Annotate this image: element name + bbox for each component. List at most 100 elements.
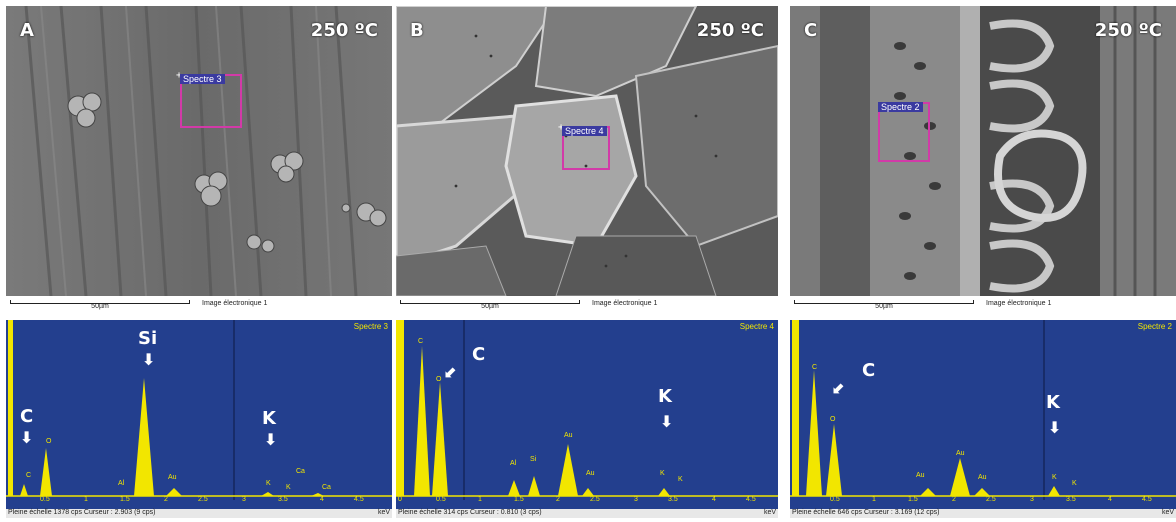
spectrum-tag: Spectre 4 (562, 126, 607, 136)
tick-label: 2.5 (986, 496, 996, 503)
peak-label: K (678, 476, 683, 483)
annotation-c: C (862, 360, 876, 381)
peak-label: Si (530, 456, 537, 463)
tick-label: 1 (478, 496, 482, 503)
tick-label: 1 (84, 496, 88, 503)
eds-plot-b (396, 320, 778, 500)
spectrum-name: Spectre 3 (353, 322, 388, 331)
spectrum-name: Spectre 2 (1137, 322, 1172, 331)
arrow-down-icon: ⬇ (660, 412, 674, 431)
sem-image-c: C 250 ºC Spectre 2 (790, 6, 1176, 296)
annotation-k: K (262, 408, 276, 429)
tick-label: 3.5 (278, 496, 288, 503)
tick-label: 2.5 (590, 496, 600, 503)
spectrum-tag: Spectre 3 (180, 74, 225, 84)
annotation-k: K (1046, 392, 1060, 413)
annotation-si: Si (138, 328, 158, 349)
tick-label: 4 (320, 496, 324, 503)
tick-label: 0.5 (40, 496, 50, 503)
eds-footer: Pleine échelle 1378 cps Curseur : 2.903 … (6, 509, 392, 518)
image-label: Image électronique 1 (202, 300, 268, 307)
peak-label: K (286, 484, 291, 491)
peak-label: C (418, 338, 424, 345)
eds-footer: Pleine échelle 314 cps Curseur : 0.810 (… (396, 509, 778, 518)
arrow-down-left-icon: ⬋ (444, 362, 458, 381)
eds-spectrum-c: Spectre 2 C ⬋ K ⬇ C O Au Au Au K K 0.5 1… (790, 320, 1176, 518)
tick-label: 2 (164, 496, 168, 503)
tick-label: 3 (1030, 496, 1034, 503)
eds-status: Pleine échelle 1378 cps Curseur : 2.903 … (8, 509, 156, 516)
temperature-label: 250 ºC (696, 20, 764, 41)
peak-label: O (830, 416, 836, 423)
peak-label: Ca (322, 484, 331, 491)
sem-image-a: A 250 ºC + Spectre 3 (6, 6, 392, 296)
peak-label: K (266, 480, 271, 487)
tick-label: 0.5 (830, 496, 840, 503)
arrow-down-icon: ⬇ (20, 428, 34, 447)
peak-label: Au (916, 472, 925, 479)
eds-footer: Pleine échelle 646 cps Curseur : 3.169 (… (790, 509, 1176, 518)
tick-label: 3.5 (1066, 496, 1076, 503)
arrow-down-icon: ⬇ (1048, 418, 1062, 437)
spectrum-name: Spectre 4 (739, 322, 774, 331)
tick-label: 1.5 (514, 496, 524, 503)
scale-bar (10, 300, 190, 304)
unit-label: keV (1161, 509, 1174, 516)
eds-status: Pleine échelle 646 cps Curseur : 3.169 (… (792, 509, 940, 516)
scalebar-row: 50µm Image électronique 1 (396, 298, 782, 312)
annotation-c: C (20, 406, 34, 427)
full-scale: Pleine échelle 314 cps (398, 509, 469, 516)
cursor-readout: Curseur : 0.810 (3 cps) (470, 509, 542, 516)
peak-label: Ca (296, 468, 305, 475)
eds-spectrum-b: Spectre 4 C ⬋ K ⬇ C O Al Si Au Au K K 0 … (396, 320, 778, 518)
peak-label: Al (510, 460, 517, 467)
tick-label: 1.5 (908, 496, 918, 503)
spectrum-selection-box: + Spectre 4 (558, 122, 610, 170)
tick-label: 1 (872, 496, 876, 503)
peak-label: Au (956, 450, 965, 457)
peak-label: C (812, 364, 818, 371)
peak-label: Au (168, 474, 177, 481)
scale-label: 50µm (481, 303, 499, 310)
unit-label: keV (763, 509, 776, 516)
panel-letter: A (20, 20, 34, 41)
tick-label: 4 (712, 496, 716, 503)
peak-label: K (660, 470, 665, 477)
peak-label: Au (978, 474, 987, 481)
scale-label: 50µm (875, 303, 893, 310)
crosshair-icon: + (558, 122, 564, 133)
tick-label: 0 (398, 496, 402, 503)
peak-label: K (1072, 480, 1077, 487)
cursor-readout: Curseur : 2.903 (9 cps) (83, 509, 156, 516)
peak-label: Au (564, 432, 573, 439)
eds-plot-c (790, 320, 1176, 500)
unit-label: keV (377, 509, 390, 516)
panel-a: A 250 ºC + Spectre 3 50µm Image électron… (0, 0, 392, 522)
tick-label: 1.5 (120, 496, 130, 503)
tick-label: 2.5 (198, 496, 208, 503)
scalebar-row: 50µm Image électronique 1 (6, 298, 392, 312)
annotation-k: K (658, 386, 672, 407)
panel-letter: C (804, 20, 818, 41)
tick-label: 3 (242, 496, 246, 503)
spectrum-selection-box: Spectre 2 (878, 102, 930, 162)
image-label: Image électronique 1 (592, 300, 658, 307)
temperature-label: 250 ºC (1094, 20, 1162, 41)
full-scale: Pleine échelle 646 cps (792, 509, 863, 516)
tick-label: 3.5 (668, 496, 678, 503)
arrow-down-icon: ⬇ (142, 350, 156, 369)
sem-micrograph-a (6, 6, 392, 296)
scale-label: 50µm (91, 303, 109, 310)
tick-label: 2 (556, 496, 560, 503)
tick-label: 4.5 (746, 496, 756, 503)
full-scale: Pleine échelle 1378 cps (8, 509, 82, 516)
temperature-label: 250 ºC (310, 20, 378, 41)
panel-c: C 250 ºC Spectre 2 50µm Image électroniq… (784, 0, 1176, 522)
eds-spectrum-a: Spectre 3 C ⬇ Si ⬇ K ⬇ C O Al Au K K Ca … (6, 320, 392, 518)
peak-label: C (26, 472, 32, 479)
peak-label: Al (118, 480, 125, 487)
scale-bar (400, 300, 580, 304)
peak-label: Au (586, 470, 595, 477)
cursor-readout: Curseur : 3.169 (12 cps) (864, 509, 940, 516)
scale-bar (794, 300, 974, 304)
